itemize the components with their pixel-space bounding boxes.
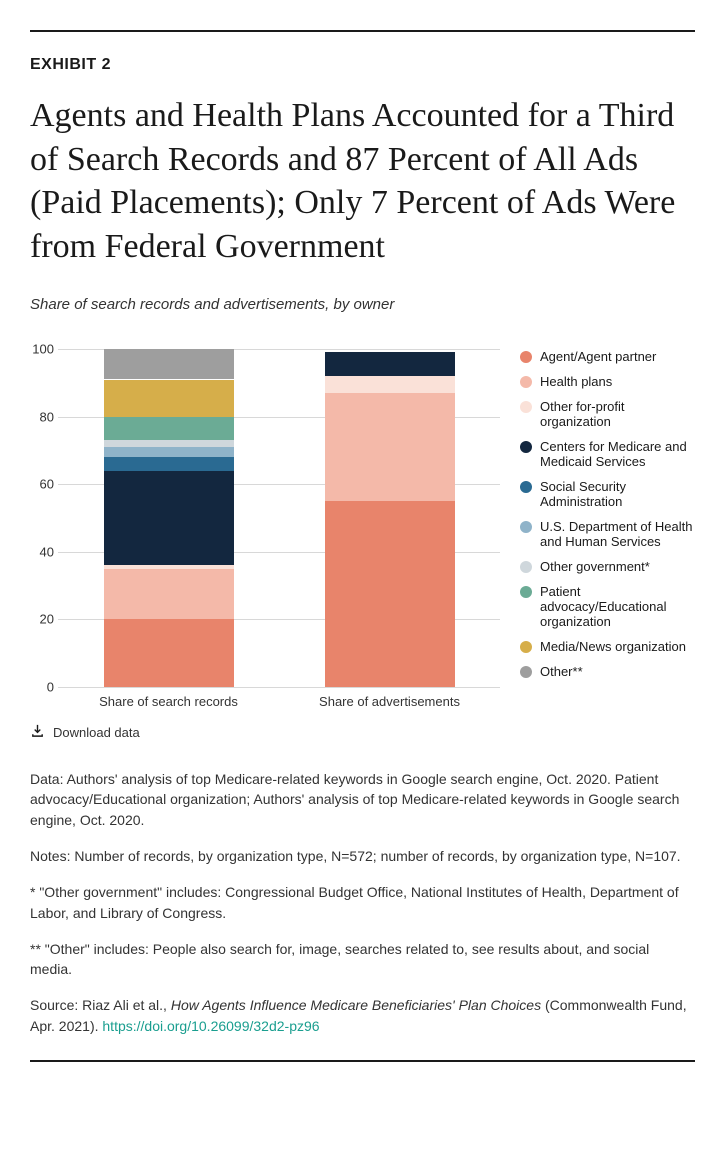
source-line: Source: Riaz Ali et al., How Agents Infl…: [30, 995, 695, 1036]
chart-subtitle: Share of search records and advertisemen…: [30, 296, 695, 313]
footnote: Data: Authors' analysis of top Medicare-…: [30, 769, 695, 830]
download-icon: [30, 723, 45, 741]
bar: Share of advertisements: [325, 349, 455, 687]
bar-segment: [104, 417, 234, 441]
legend-label: Health plans: [540, 374, 612, 389]
y-axis-label: 0: [30, 680, 54, 695]
y-axis-label: 60: [30, 477, 54, 492]
x-axis-label: Share of advertisements: [319, 694, 460, 709]
download-data-button[interactable]: Download data: [30, 723, 695, 741]
rule-bottom: [30, 1060, 695, 1062]
y-axis-label: 20: [30, 612, 54, 627]
legend-swatch: [520, 441, 532, 453]
legend-swatch: [520, 666, 532, 678]
bar-segment: [104, 565, 234, 568]
legend-item: Agent/Agent partner: [520, 349, 695, 364]
legend-swatch: [520, 401, 532, 413]
legend-item: U.S. Department of Health and Human Serv…: [520, 519, 695, 549]
legend-item: Centers for Medicare and Medicaid Servic…: [520, 439, 695, 469]
exhibit-label: EXHIBIT 2: [30, 56, 695, 74]
bar-segment: [325, 501, 455, 687]
bar-segment: [104, 471, 234, 566]
bar-segment: [104, 349, 234, 379]
footnote: ** "Other" includes: People also search …: [30, 939, 695, 980]
bar: Share of search records: [104, 349, 234, 687]
y-axis-label: 40: [30, 544, 54, 559]
bar-segment: [104, 457, 234, 471]
legend-swatch: [520, 561, 532, 573]
legend-swatch: [520, 376, 532, 388]
x-axis-label: Share of search records: [99, 694, 238, 709]
legend-item: Health plans: [520, 374, 695, 389]
legend-swatch: [520, 521, 532, 533]
source-italic: How Agents Influence Medicare Beneficiar…: [171, 997, 541, 1013]
gridline: [58, 687, 500, 688]
download-label: Download data: [53, 725, 140, 740]
legend-item: Patient advocacy/Educational organizatio…: [520, 584, 695, 629]
legend-label: Media/News organization: [540, 639, 686, 654]
legend-label: Patient advocacy/Educational organizatio…: [540, 584, 695, 629]
legend-label: Other for-profit organization: [540, 399, 695, 429]
y-axis-label: 80: [30, 409, 54, 424]
legend-label: Other**: [540, 664, 583, 679]
legend-label: U.S. Department of Health and Human Serv…: [540, 519, 695, 549]
bar-segment: [104, 380, 234, 417]
source-link[interactable]: https://doi.org/10.26099/32d2-pz96: [102, 1018, 319, 1034]
legend-label: Agent/Agent partner: [540, 349, 656, 364]
stacked-bar-chart: 020406080100Share of search recordsShare…: [30, 349, 500, 709]
legend-item: Social Security Administration: [520, 479, 695, 509]
chart-legend: Agent/Agent partner Health plans Other for…: [520, 349, 695, 709]
bar-segment: [104, 569, 234, 620]
bar-segment: [104, 619, 234, 687]
bar-segment: [325, 393, 455, 501]
legend-item: Other for-profit organization: [520, 399, 695, 429]
rule-top: [30, 30, 695, 32]
bar-segment: [104, 440, 234, 447]
bar-segment: [104, 447, 234, 457]
y-axis-label: 100: [30, 342, 54, 357]
legend-swatch: [520, 481, 532, 493]
legend-label: Centers for Medicare and Medicaid Servic…: [540, 439, 695, 469]
bar-segment: [325, 376, 455, 393]
legend-swatch: [520, 641, 532, 653]
bar-segment: [325, 352, 455, 376]
legend-label: Social Security Administration: [540, 479, 695, 509]
legend-item: Other government*: [520, 559, 695, 574]
page-title: Agents and Health Plans Accounted for a …: [30, 94, 695, 268]
footnote: Notes: Number of records, by organizatio…: [30, 846, 695, 866]
footnote: * "Other government" includes: Congressi…: [30, 882, 695, 923]
legend-label: Other government*: [540, 559, 650, 574]
legend-swatch: [520, 586, 532, 598]
legend-item: Other**: [520, 664, 695, 679]
source-prefix: Source: Riaz Ali et al.,: [30, 997, 171, 1013]
legend-item: Media/News organization: [520, 639, 695, 654]
legend-swatch: [520, 351, 532, 363]
